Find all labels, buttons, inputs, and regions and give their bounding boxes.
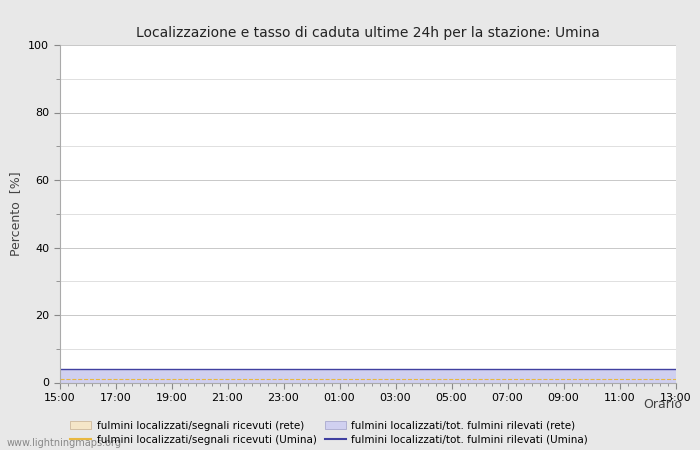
- Legend: fulmini localizzati/segnali ricevuti (rete), fulmini localizzati/segnali ricevut: fulmini localizzati/segnali ricevuti (re…: [71, 421, 587, 445]
- Text: Orario: Orario: [643, 398, 682, 411]
- Text: www.lightningmaps.org: www.lightningmaps.org: [7, 438, 122, 448]
- Title: Localizzazione e tasso di caduta ultime 24h per la stazione: Umina: Localizzazione e tasso di caduta ultime …: [136, 26, 599, 40]
- Y-axis label: Percento  [%]: Percento [%]: [10, 171, 22, 256]
